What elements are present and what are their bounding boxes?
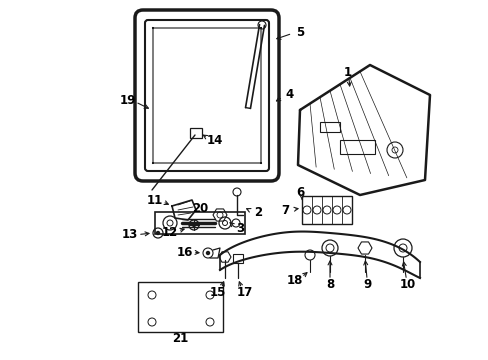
Text: 5: 5 [295, 26, 304, 39]
Text: 1: 1 [343, 66, 351, 78]
Text: 16: 16 [177, 246, 193, 258]
Bar [232, 254, 243, 263]
Text: 4: 4 [285, 89, 293, 102]
Text: 3: 3 [235, 221, 244, 234]
Text: 8: 8 [325, 279, 333, 292]
Text: 19: 19 [120, 94, 136, 107]
Text: 14: 14 [206, 134, 223, 147]
Bar [190, 128, 202, 138]
Bar [138, 282, 223, 332]
Circle shape [192, 224, 195, 226]
Circle shape [156, 231, 159, 234]
Text: 13: 13 [122, 229, 138, 242]
Text: 18: 18 [286, 274, 303, 287]
Text: 15: 15 [209, 287, 226, 300]
Text: 6: 6 [295, 185, 304, 198]
Bar [339, 140, 374, 154]
Text: 20: 20 [191, 202, 208, 215]
Text: 9: 9 [363, 279, 371, 292]
Text: 12: 12 [162, 225, 178, 238]
Text: 17: 17 [236, 287, 253, 300]
Circle shape [206, 252, 209, 255]
Bar [319, 122, 339, 132]
Text: 2: 2 [253, 206, 262, 219]
Bar [302, 196, 351, 224]
Text: 21: 21 [171, 332, 188, 345]
Text: 7: 7 [281, 203, 288, 216]
Text: 11: 11 [146, 194, 163, 207]
Text: 10: 10 [399, 279, 415, 292]
Bar [155, 212, 244, 234]
